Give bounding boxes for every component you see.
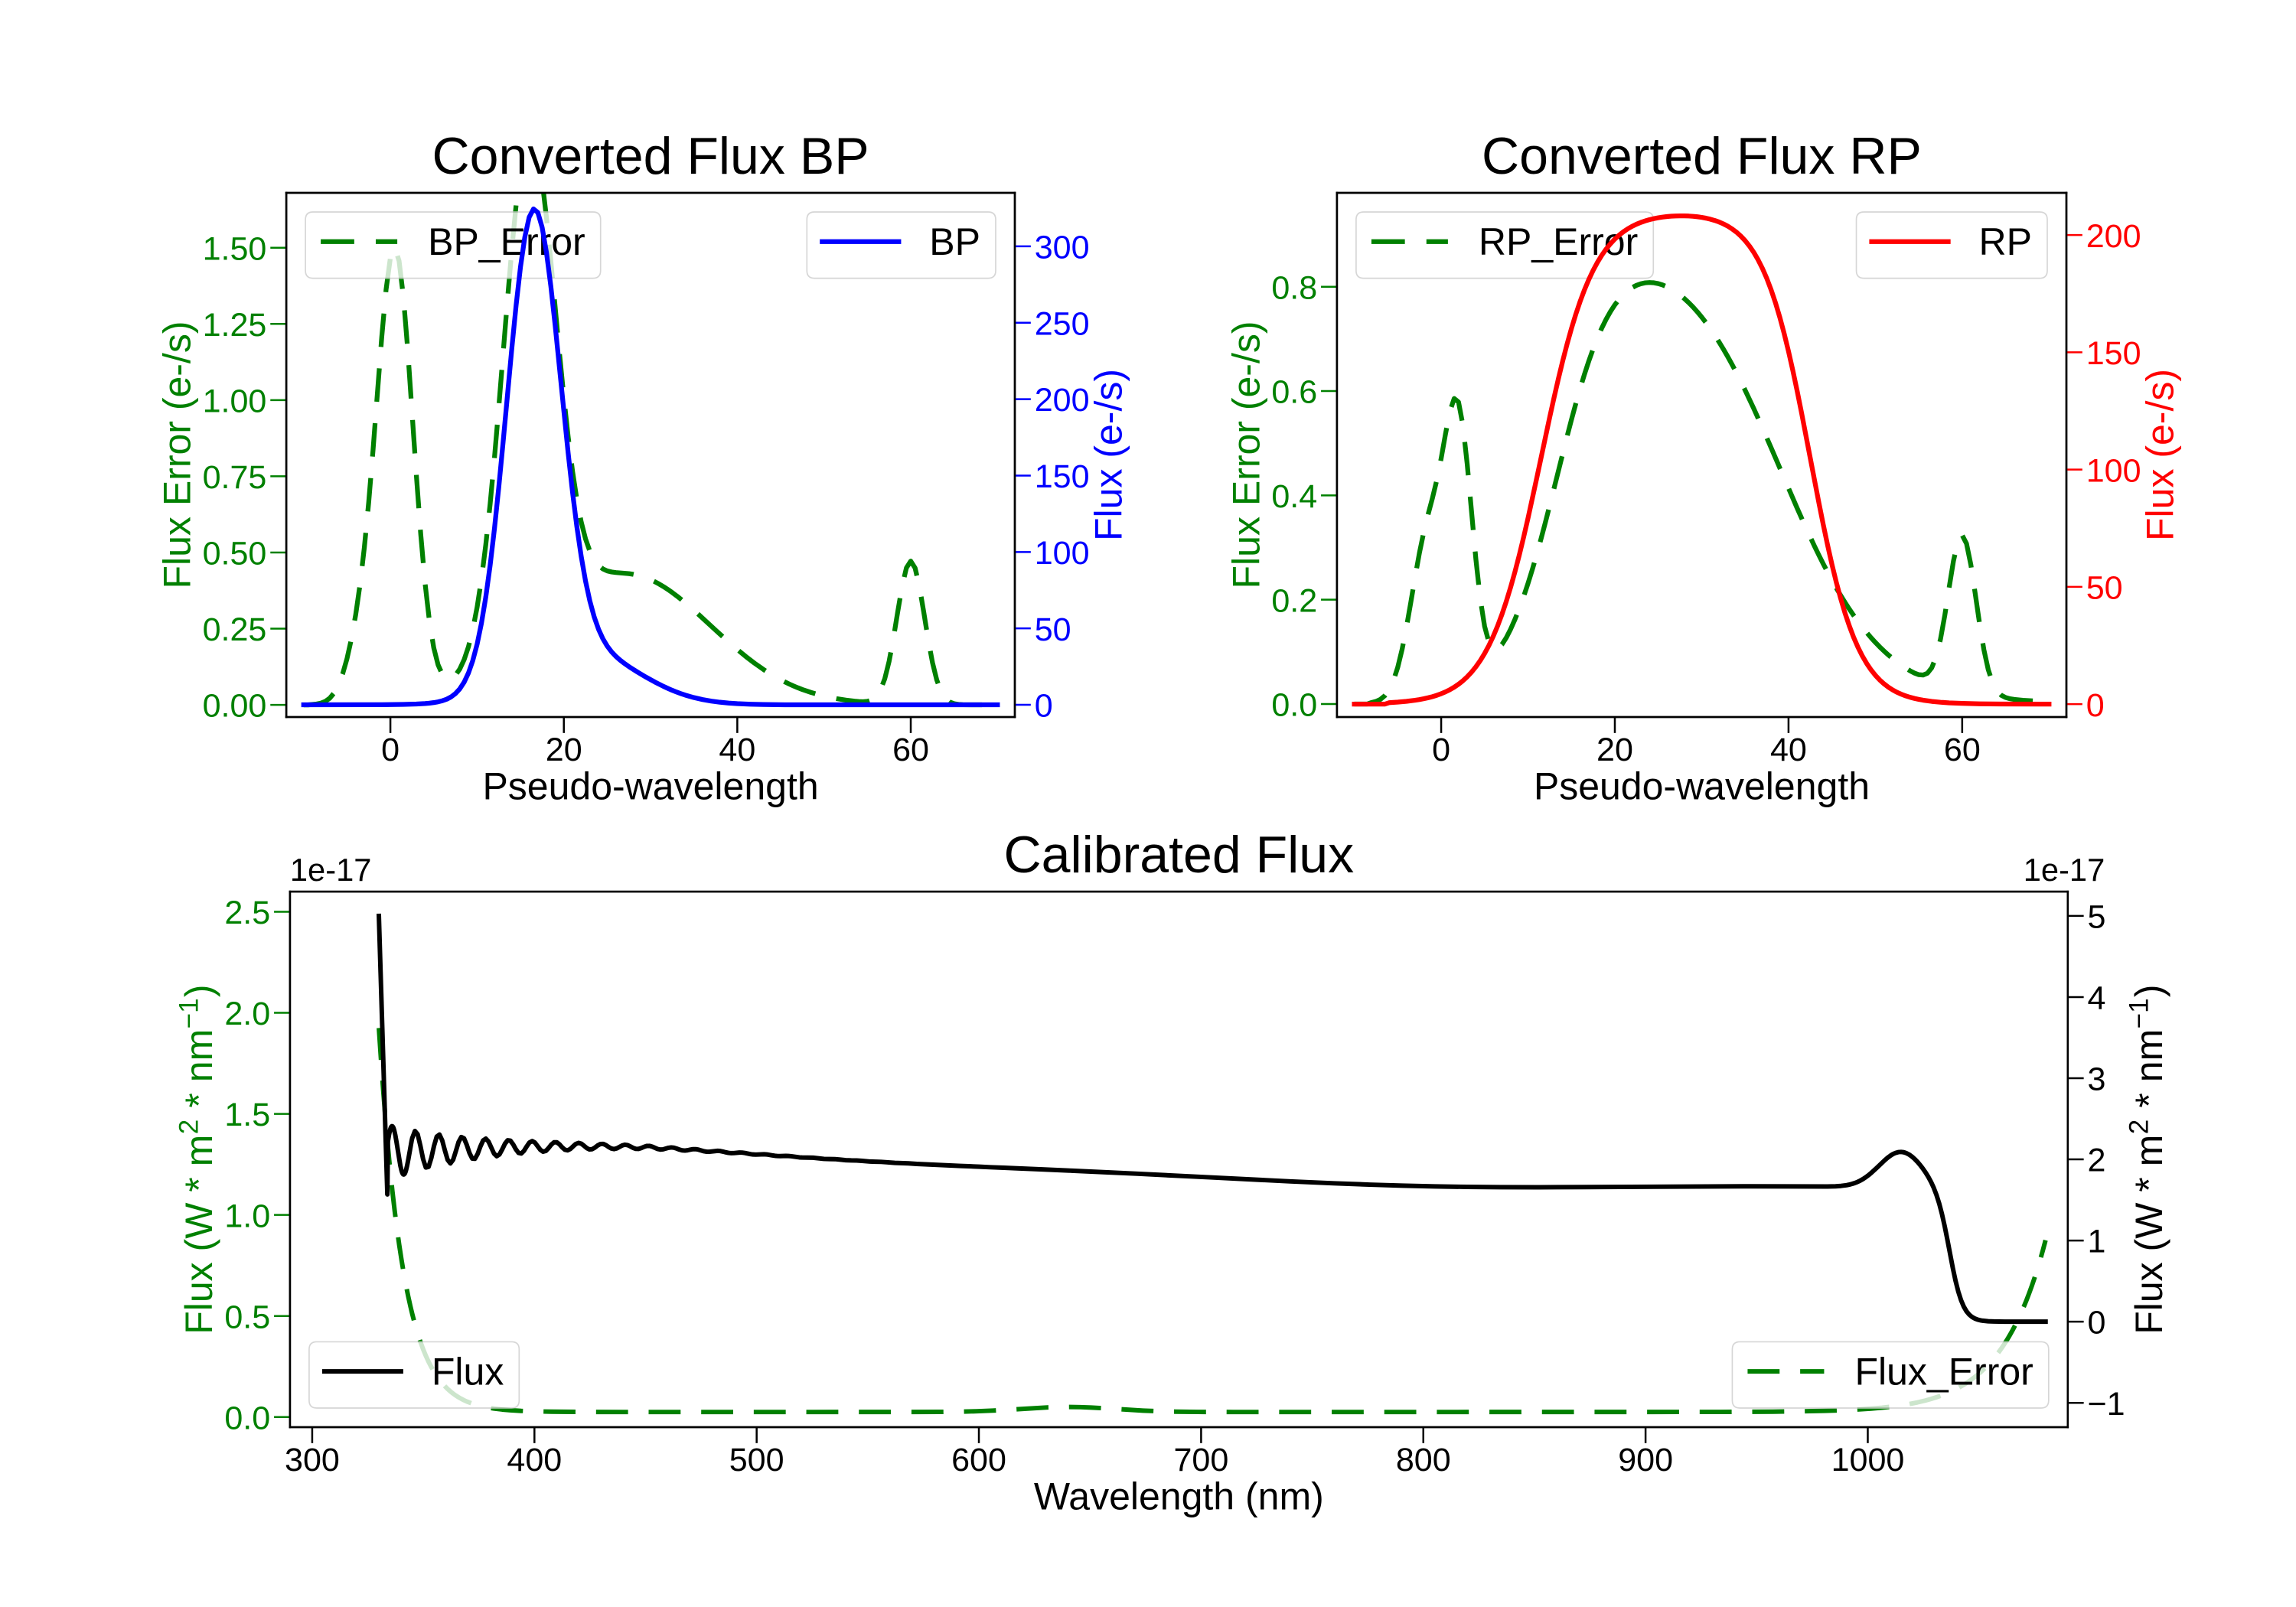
svg-text:BP: BP	[929, 220, 980, 263]
svg-text:0.8: 0.8	[1271, 269, 1317, 306]
svg-text:700: 700	[1173, 1442, 1228, 1478]
svg-text:−1: −1	[2087, 1386, 2125, 1423]
svg-text:20: 20	[1596, 732, 1633, 768]
svg-text:RP: RP	[1979, 220, 2032, 263]
svg-text:1e-17: 1e-17	[2024, 852, 2105, 888]
svg-text:60: 60	[1944, 732, 1981, 768]
svg-text:200: 200	[1035, 382, 1090, 419]
svg-text:0.75: 0.75	[203, 459, 267, 496]
svg-text:Converted Flux RP: Converted Flux RP	[1482, 127, 1922, 185]
svg-text:600: 600	[951, 1442, 1006, 1478]
svg-text:1.0: 1.0	[224, 1198, 270, 1234]
svg-text:50: 50	[1035, 611, 1071, 648]
svg-text:Flux: Flux	[432, 1351, 504, 1393]
svg-text:Pseudo-wavelength: Pseudo-wavelength	[1534, 765, 1870, 808]
svg-text:150: 150	[2086, 335, 2141, 372]
svg-text:Flux Error (e-/s): Flux Error (e-/s)	[156, 321, 199, 589]
svg-text:40: 40	[1770, 732, 1807, 768]
svg-text:1: 1	[2087, 1224, 2105, 1260]
svg-text:2: 2	[2087, 1143, 2105, 1179]
svg-text:60: 60	[892, 732, 929, 768]
svg-text:1.00: 1.00	[203, 383, 267, 419]
svg-text:900: 900	[1618, 1442, 1673, 1478]
svg-text:0.00: 0.00	[203, 688, 267, 725]
svg-text:300: 300	[1035, 230, 1090, 266]
svg-text:4: 4	[2087, 980, 2105, 1017]
svg-text:Flux (e-/s): Flux (e-/s)	[1087, 369, 1130, 541]
svg-text:40: 40	[719, 732, 755, 768]
svg-text:0: 0	[2086, 687, 2105, 724]
svg-text:0.0: 0.0	[224, 1400, 270, 1436]
svg-text:0.25: 0.25	[203, 611, 267, 648]
svg-text:1.50: 1.50	[203, 230, 267, 267]
svg-text:2.0: 2.0	[224, 996, 270, 1032]
svg-text:100: 100	[1035, 535, 1090, 572]
svg-text:0.50: 0.50	[203, 536, 267, 572]
svg-text:0.2: 0.2	[1271, 582, 1317, 619]
svg-text:800: 800	[1396, 1442, 1451, 1478]
svg-text:1.5: 1.5	[224, 1097, 270, 1133]
svg-text:Calibrated Flux: Calibrated Flux	[1004, 826, 1355, 884]
svg-text:0: 0	[2087, 1305, 2105, 1341]
svg-text:1e-17: 1e-17	[290, 852, 372, 888]
svg-text:1.25: 1.25	[203, 307, 267, 344]
svg-text:0.0: 0.0	[1271, 687, 1317, 724]
svg-text:300: 300	[285, 1442, 340, 1478]
svg-text:0: 0	[1432, 732, 1450, 768]
svg-text:Pseudo-wavelength: Pseudo-wavelength	[482, 765, 818, 808]
svg-text:0.5: 0.5	[224, 1299, 270, 1335]
svg-text:Flux (e-/s): Flux (e-/s)	[2138, 369, 2181, 541]
svg-text:0: 0	[1035, 688, 1053, 725]
svg-text:BP_Error: BP_Error	[428, 220, 585, 263]
svg-text:0: 0	[381, 732, 400, 768]
svg-text:3: 3	[2087, 1061, 2105, 1098]
svg-text:5: 5	[2087, 898, 2105, 935]
svg-text:2.5: 2.5	[224, 895, 270, 931]
svg-text:F l u x: F l u x ( W * m * n m ) 2 − 1	[174, 980, 220, 1335]
svg-text:50: 50	[2086, 570, 2123, 607]
svg-text:Wavelength (nm): Wavelength (nm)	[1034, 1475, 1324, 1518]
svg-text:Flux Error (e-/s): Flux Error (e-/s)	[1225, 321, 1267, 589]
svg-text:0.6: 0.6	[1271, 374, 1317, 411]
svg-text:150: 150	[1035, 458, 1090, 495]
svg-text:20: 20	[546, 732, 582, 768]
svg-text:1000: 1000	[1831, 1442, 1905, 1478]
svg-text:Converted Flux BP: Converted Flux BP	[432, 127, 869, 185]
svg-text:250: 250	[1035, 305, 1090, 342]
svg-text:400: 400	[507, 1442, 562, 1478]
svg-text:Flux_Error: Flux_Error	[1854, 1351, 2033, 1393]
svg-text:500: 500	[729, 1442, 784, 1478]
svg-text:100: 100	[2086, 452, 2141, 489]
svg-text:200: 200	[2086, 218, 2141, 255]
svg-text:0.4: 0.4	[1271, 478, 1317, 515]
svg-text:F l u x: F l u x ( W * m * n m ) 2 − 1	[2125, 980, 2170, 1335]
